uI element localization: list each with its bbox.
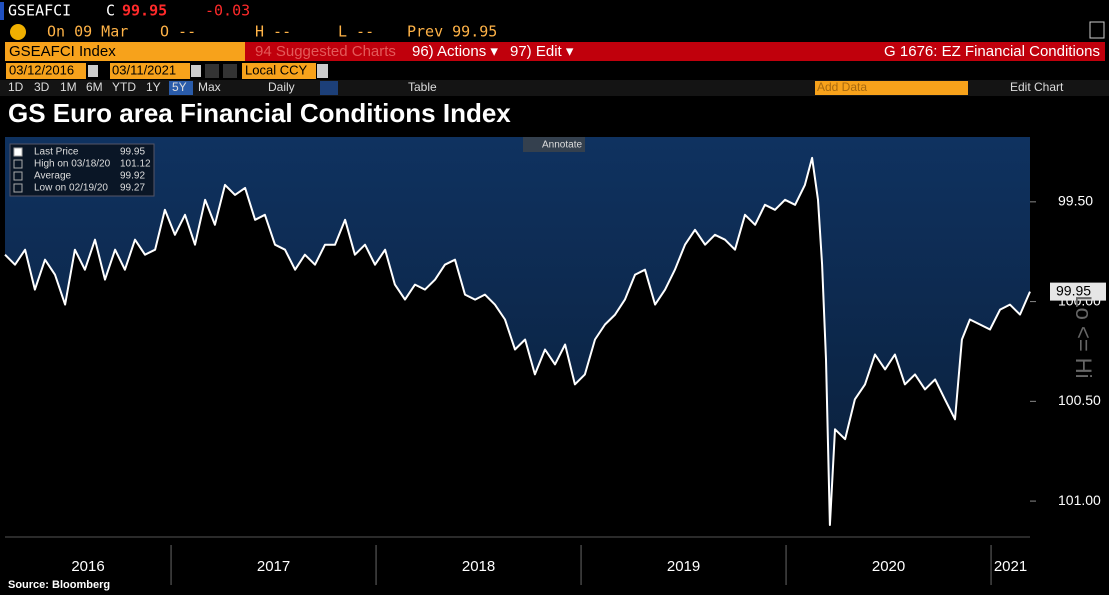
start-date-box[interactable]	[6, 63, 86, 79]
open: O --	[160, 23, 196, 41]
legend-swatch	[13, 171, 23, 181]
end-date: 03/11/2021	[112, 62, 176, 77]
menu-bar	[245, 42, 1105, 61]
add-data-box[interactable]	[815, 81, 968, 95]
period-button[interactable]: 6M	[86, 80, 103, 94]
x-tick-label: 2021	[994, 558, 1027, 575]
annotate-button[interactable]	[523, 137, 585, 152]
x-tick-label: 2019	[667, 558, 700, 575]
start-date: 03/12/2016	[9, 62, 74, 77]
last-value: 99.95	[1056, 282, 1091, 298]
chart-title: GS Euro area Financial Conditions Index	[8, 98, 511, 128]
period-button[interactable]: 5Y	[172, 80, 187, 94]
export-icon[interactable]	[1089, 21, 1105, 39]
period-buttons: 1D 3D 1M 6M YTD 1Y 5Y Max	[8, 80, 221, 95]
prev-button[interactable]	[205, 64, 219, 78]
legend-label: Average	[34, 171, 72, 182]
y-tick-label: 100.50	[1058, 392, 1101, 408]
period-button[interactable]: 1Y	[146, 80, 161, 94]
low: L --	[338, 23, 374, 41]
currency-box[interactable]	[242, 63, 316, 79]
price: 99.95	[122, 2, 167, 20]
legend-value: 99.92	[120, 171, 145, 182]
end-date-box[interactable]	[110, 63, 190, 79]
calendar-icon[interactable]	[191, 65, 201, 77]
x-tick-label: 2016	[71, 558, 104, 575]
y-tick-label: 101.00	[1058, 492, 1101, 508]
legend-box	[9, 143, 155, 197]
edit-menu[interactable]: 97) Edit ▾	[510, 43, 574, 60]
calendar-icon[interactable]	[88, 65, 98, 77]
legend-swatch	[13, 159, 23, 169]
line-chart-button[interactable]	[320, 81, 338, 95]
y-tick-label: 99.50	[1058, 193, 1093, 209]
legend-label: Low on 02/19/20	[34, 183, 108, 194]
actions-menu[interactable]: 96) Actions ▾	[412, 43, 498, 60]
x-tick-label: 2017	[257, 558, 290, 575]
period-button[interactable]: Max	[198, 80, 221, 94]
legend-value: 99.95	[120, 147, 145, 158]
high: H --	[255, 23, 291, 41]
security-marker	[0, 2, 4, 20]
security-box[interactable]	[5, 42, 245, 61]
source: Source: Bloomberg	[8, 579, 110, 591]
ticker: GSEAFCI	[8, 2, 71, 20]
legend-value: 99.27	[120, 183, 145, 194]
legend-value: 101.12	[120, 159, 151, 170]
legend-label: Last Price	[34, 147, 79, 158]
area-fill	[5, 137, 1030, 526]
x-tick-label: 2020	[872, 558, 905, 575]
annotate-label: Annotate	[542, 140, 582, 151]
period-button[interactable]: 1D	[8, 80, 24, 94]
active-period	[169, 81, 193, 95]
legend-swatch	[13, 147, 23, 157]
prev: Prev 99.95	[407, 23, 497, 41]
legend-swatch	[13, 183, 23, 193]
security: GSEAFCI Index	[9, 43, 116, 60]
currency: Local CCY	[245, 62, 307, 77]
axis-note: Lo <= Hi	[1071, 295, 1096, 378]
next-button[interactable]	[223, 64, 237, 78]
frequency[interactable]: Daily	[268, 80, 295, 94]
price-line	[4, 156, 1031, 526]
suggested-charts[interactable]: 94 Suggested Charts	[255, 43, 396, 60]
x-axis-band	[0, 537, 1109, 595]
period-button[interactable]: 3D	[34, 80, 50, 94]
period-button[interactable]: YTD	[112, 80, 136, 94]
add-data: Add Data	[817, 80, 867, 94]
table-button[interactable]: Table	[408, 80, 437, 94]
legend-label: High on 03/18/20	[34, 159, 111, 170]
right-axis-panel	[1030, 137, 1109, 537]
date: On 09 Mar	[47, 23, 128, 41]
clock-icon[interactable]	[10, 24, 26, 40]
edit-chart[interactable]: Edit Chart	[1010, 80, 1064, 94]
last-value-box	[1050, 282, 1106, 301]
currency-dropdown[interactable]	[317, 64, 328, 78]
x-tick-label: 2018	[462, 558, 495, 575]
page-name: G 1676: EZ Financial Conditions	[884, 43, 1100, 60]
change: -0.03	[205, 2, 250, 20]
close-label: C	[106, 2, 115, 20]
period-button[interactable]: 1M	[60, 80, 77, 94]
